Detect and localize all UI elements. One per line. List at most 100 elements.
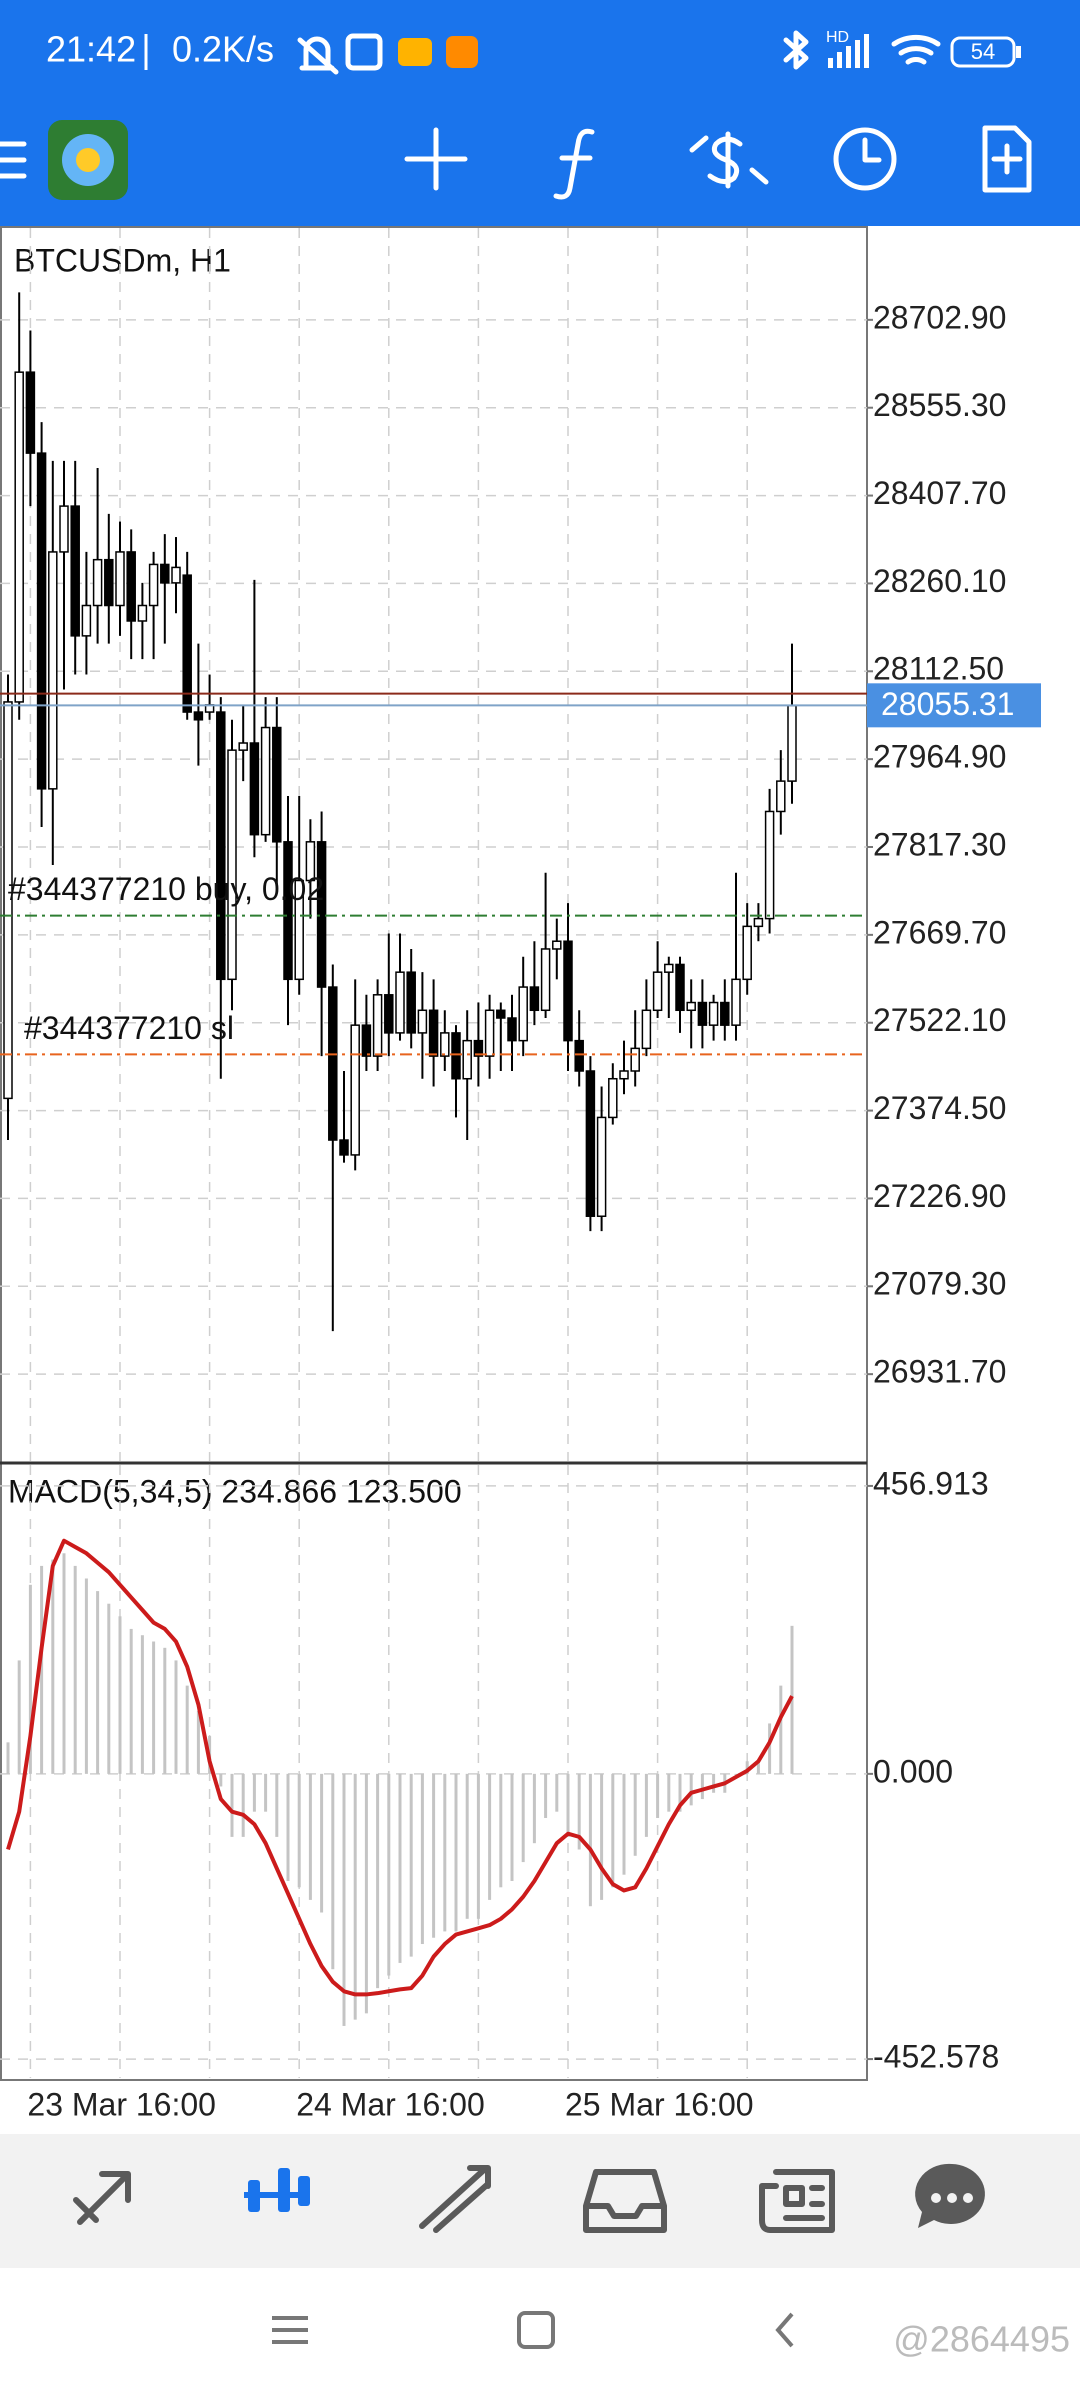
bid-label: 28055.31 bbox=[881, 686, 1014, 722]
tab-chart[interactable] bbox=[244, 2168, 310, 2212]
candle-body bbox=[529, 986, 540, 1012]
candle-body bbox=[484, 1009, 495, 1057]
histogram-bar bbox=[465, 1773, 469, 1919]
candle-body bbox=[753, 917, 764, 928]
histogram-bar bbox=[129, 1628, 133, 1774]
candle-body bbox=[216, 711, 226, 981]
y-tick-label: 28555.30 bbox=[873, 387, 1006, 423]
nav-menu[interactable] bbox=[272, 2316, 308, 2344]
histogram-bar bbox=[600, 1773, 604, 1900]
header bbox=[0, 0, 1080, 226]
histogram-bar bbox=[107, 1603, 111, 1774]
histogram-bar bbox=[364, 1773, 368, 2014]
history-button[interactable] bbox=[833, 127, 897, 191]
candle-body bbox=[742, 925, 752, 981]
indicators-button[interactable] bbox=[553, 128, 595, 200]
candle-body bbox=[417, 1009, 428, 1034]
indicator-title: MACD(5,34,5) 234.866 123.500 bbox=[8, 1473, 462, 1509]
y-tick-label: 27964.90 bbox=[873, 739, 1006, 775]
nav-back[interactable] bbox=[775, 2312, 794, 2348]
tab-bar bbox=[0, 2134, 1080, 2268]
x-tick-label: 24 Mar 16:00 bbox=[296, 2086, 485, 2122]
histogram-bar bbox=[140, 1635, 144, 1774]
histogram-bar bbox=[499, 1773, 503, 1888]
histogram-bar bbox=[73, 1565, 77, 1774]
candle-body bbox=[350, 1024, 360, 1156]
candle-body bbox=[372, 994, 383, 1057]
candle-body bbox=[81, 604, 92, 637]
candle-body bbox=[160, 563, 170, 584]
histogram-bar bbox=[6, 1742, 10, 1774]
candle-body bbox=[675, 963, 685, 1012]
candle-body bbox=[574, 1039, 584, 1072]
histogram-bar bbox=[476, 1773, 480, 1919]
candle-body bbox=[496, 1009, 506, 1019]
candle-body bbox=[3, 701, 13, 1100]
histogram-bar bbox=[656, 1773, 660, 1818]
histogram-bar bbox=[700, 1773, 704, 1800]
y-tick-label: 27079.30 bbox=[873, 1266, 1006, 1302]
y-tick-label: 27226.90 bbox=[873, 1178, 1006, 1214]
x-tick-label: 23 Mar 16:00 bbox=[27, 2086, 216, 2122]
candle-body bbox=[641, 1009, 652, 1050]
histogram-bar bbox=[420, 1773, 424, 1945]
histogram-bar bbox=[432, 1773, 436, 1938]
x-tick-label: 25 Mar 16:00 bbox=[565, 2086, 754, 2122]
battery bbox=[950, 36, 1016, 68]
histogram-bar bbox=[734, 1773, 738, 1775]
menu-button[interactable] bbox=[0, 141, 27, 179]
histogram-bar bbox=[152, 1641, 156, 1774]
histogram-bar bbox=[185, 1685, 189, 1774]
order-label: #344377210 buy, 0.02 bbox=[8, 871, 324, 907]
histogram-bar bbox=[174, 1660, 178, 1774]
new-order-button[interactable] bbox=[982, 125, 1032, 193]
tab-quotes[interactable] bbox=[73, 2171, 131, 2225]
candle-body bbox=[272, 726, 282, 843]
nav-home[interactable] bbox=[517, 2311, 555, 2349]
trade-button[interactable] bbox=[689, 131, 769, 189]
histogram-bar bbox=[678, 1773, 682, 1812]
y-tick-label: 27522.10 bbox=[873, 1002, 1006, 1038]
histogram-bar bbox=[611, 1773, 615, 1888]
candle-body bbox=[596, 1116, 607, 1217]
histogram-bar bbox=[779, 1685, 783, 1774]
tab-chat[interactable] bbox=[915, 2163, 985, 2228]
histogram-bar bbox=[331, 1773, 335, 1970]
candle-body bbox=[619, 1070, 629, 1080]
candle-body bbox=[36, 452, 47, 790]
candle-body bbox=[316, 841, 327, 988]
candle-body bbox=[764, 810, 775, 920]
battery-level: 54 bbox=[971, 39, 995, 64]
y-tick-label: 27817.30 bbox=[873, 826, 1006, 862]
candle-body bbox=[59, 505, 69, 553]
histogram-bar bbox=[566, 1773, 570, 1837]
app-icon[interactable] bbox=[48, 120, 128, 200]
crosshair-button[interactable] bbox=[404, 127, 468, 191]
histogram-bar bbox=[286, 1773, 290, 1881]
tab-news[interactable] bbox=[759, 2169, 835, 2233]
candle-body bbox=[540, 948, 551, 1012]
histogram-bar bbox=[219, 1773, 223, 1787]
candle-body bbox=[720, 1001, 730, 1026]
tab-history[interactable] bbox=[583, 2169, 667, 2233]
histogram-bar bbox=[264, 1773, 268, 1812]
candle-body bbox=[473, 1039, 484, 1057]
clock: 21:42 bbox=[46, 29, 136, 70]
candle-body bbox=[708, 1001, 719, 1026]
histogram-bar bbox=[768, 1723, 772, 1774]
status-icons bbox=[297, 30, 809, 75]
histogram-bar bbox=[622, 1773, 626, 1875]
order-label: #344377210 sl bbox=[24, 1010, 234, 1046]
candle-body bbox=[92, 558, 103, 607]
candle-body bbox=[148, 563, 159, 607]
tab-trade[interactable] bbox=[419, 2165, 491, 2233]
candle-body bbox=[328, 986, 338, 1141]
y-tick-label: 28260.10 bbox=[873, 563, 1006, 599]
histogram-bar bbox=[387, 1773, 391, 1976]
candle-body bbox=[406, 971, 416, 1034]
y-tick-label: 27374.50 bbox=[873, 1090, 1006, 1126]
candle-body bbox=[608, 1077, 618, 1119]
candle-body bbox=[48, 551, 58, 790]
histogram-bar bbox=[308, 1773, 312, 1900]
histogram-bar bbox=[521, 1773, 525, 1863]
